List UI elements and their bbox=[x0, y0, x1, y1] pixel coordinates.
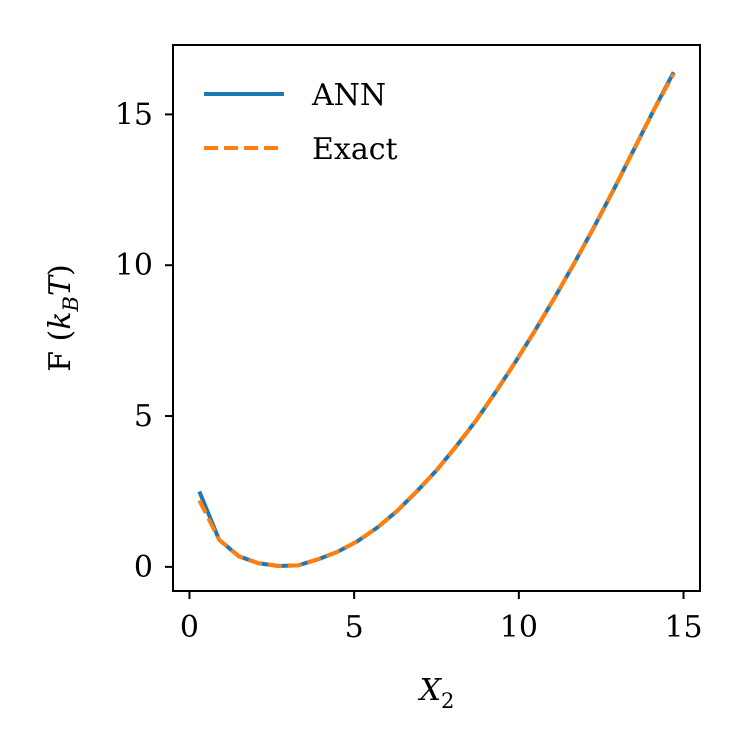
legend-label-ann: ANN bbox=[311, 78, 386, 113]
x-tick-label: 0 bbox=[180, 610, 199, 645]
x-tick-label: 15 bbox=[664, 610, 702, 645]
plot-frame bbox=[172, 44, 701, 592]
x-axis-title-var: X bbox=[418, 673, 443, 708]
y-axis-title-subscript: B bbox=[59, 296, 83, 312]
x-axis-title: X2 bbox=[418, 673, 455, 713]
y-axis-title: F (kBT) bbox=[43, 264, 83, 371]
x-tick-label: 5 bbox=[345, 610, 364, 645]
legend: ANN Exact bbox=[204, 78, 398, 167]
y-axis-title-var: k bbox=[43, 311, 78, 329]
y-tick-label: 10 bbox=[115, 248, 153, 283]
x-axis-ticks: 0 5 10 15 bbox=[180, 591, 703, 645]
series-line-exact bbox=[197, 72, 676, 568]
y-axis-ticks: 0 5 10 15 bbox=[115, 97, 173, 585]
x-axis-title-subscript: 2 bbox=[441, 689, 454, 713]
y-axis-title-prefix: F ( bbox=[43, 330, 78, 372]
y-tick-label: 15 bbox=[115, 97, 153, 132]
y-tick-label: 0 bbox=[134, 550, 153, 585]
y-axis-title-var2: T bbox=[43, 274, 78, 296]
x-tick-label: 10 bbox=[500, 610, 538, 645]
y-tick-label: 5 bbox=[134, 399, 153, 434]
legend-label-exact: Exact bbox=[312, 132, 398, 167]
plot-series bbox=[197, 71, 676, 568]
y-axis-title-close: ) bbox=[43, 264, 78, 276]
